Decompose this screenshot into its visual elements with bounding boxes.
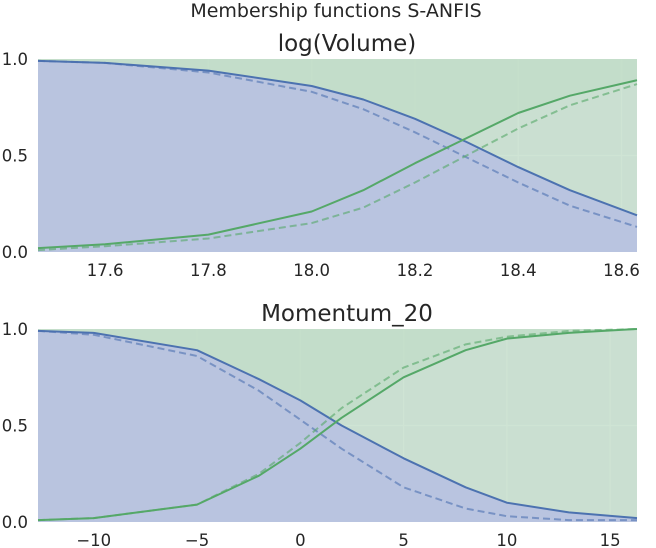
x-tick-label: 17.6 [87, 261, 124, 280]
chart-momentum-20: Momentum_20 −10 −5 0 5 10 15 0.0 0.5 1.0 [2, 301, 638, 548]
series-line-blue-dashed [37, 59, 638, 228]
series-line-blue-solid [37, 59, 638, 217]
membership-fill-lower [38, 330, 637, 522]
x-tick-label: −5 [185, 531, 209, 548]
x-tick-label: 17.8 [190, 261, 227, 280]
x-tick-label: 15 [600, 531, 621, 548]
x-tick-label: −10 [76, 531, 111, 548]
x-tick-label: 18.4 [500, 261, 537, 280]
membership-fill-lower [38, 60, 637, 253]
y-tick-label: 0.5 [2, 417, 28, 436]
series-line-green-solid [37, 79, 638, 250]
series-line-blue-dashed [37, 329, 637, 522]
y-tick-label: 0.0 [2, 243, 28, 262]
x-tick-label: 5 [398, 531, 409, 548]
chart-title: log(Volume) [278, 31, 417, 57]
series-line-green-dashed [37, 83, 638, 252]
y-tick-label: 1.0 [2, 50, 28, 69]
x-tick-label: 0 [295, 531, 306, 548]
chart-title: Momentum_20 [261, 301, 433, 327]
y-tick-label: 1.0 [2, 320, 28, 339]
chart-log-volume: log(Volume) 17.6 17.8 18.0 18.2 18.4 18.6 0.0 0… [2, 31, 640, 280]
x-tick-label: 18.6 [603, 261, 640, 280]
y-tick-label: 0.5 [2, 147, 28, 166]
figure-title: Membership functions S-ANFIS [190, 0, 481, 22]
x-tick-label: 18.2 [397, 261, 434, 280]
y-tick-label: 0.0 [2, 513, 28, 532]
series-line-green-dashed [37, 328, 638, 522]
series-line-blue-solid [37, 329, 638, 520]
x-tick-label: 18.0 [293, 261, 330, 280]
x-tick-label: 10 [496, 531, 517, 548]
